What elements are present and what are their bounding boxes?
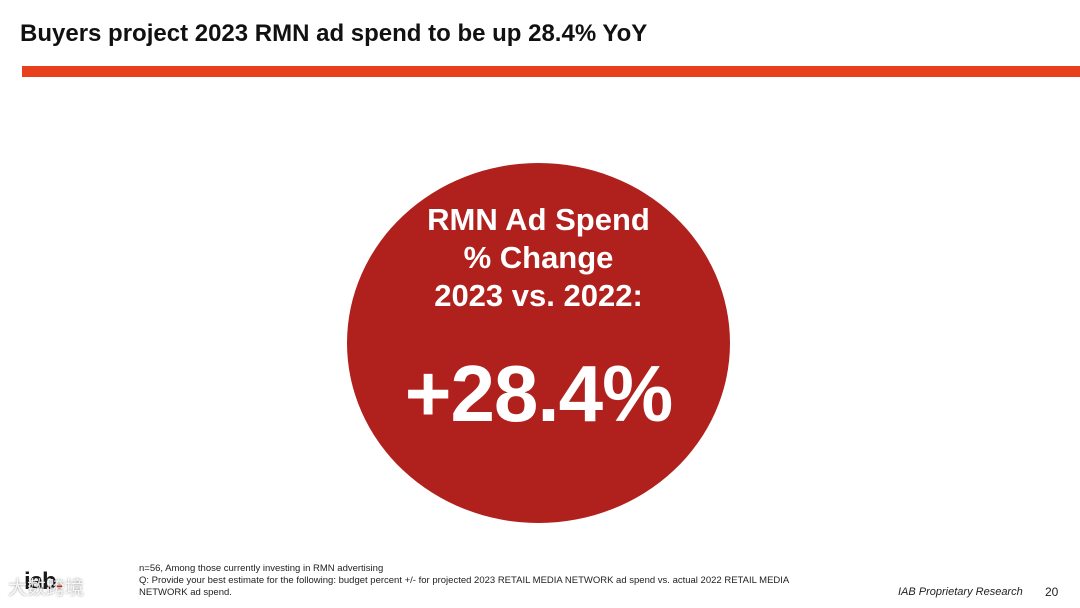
stat-callout-circle: RMN Ad Spend % Change 2023 vs. 2022: +28… [347, 163, 730, 523]
stat-callout-heading: RMN Ad Spend % Change 2023 vs. 2022: [347, 201, 730, 315]
stat-heading-line: % Change [463, 240, 614, 275]
page-number: 20 [1045, 585, 1059, 599]
footnote-line: NETWORK ad spend. [139, 587, 232, 598]
source-label: IAB Proprietary Research [898, 586, 1023, 598]
slide-title: Buyers project 2023 RMN ad spend to be u… [20, 20, 648, 47]
footnote-line: n=56, Among those currently investing in… [139, 563, 384, 574]
accent-bar [22, 66, 1080, 77]
watermark: 大数跨境 [8, 578, 85, 599]
iab-logo: iab [24, 568, 62, 596]
stat-callout-value: +28.4% [404, 349, 674, 438]
footnote: n=56, Among those currently investing in… [139, 563, 859, 599]
logo-dot-icon [56, 584, 62, 589]
iab-logo-text: iab [24, 568, 57, 595]
stat-heading-line: RMN Ad Spend [427, 202, 650, 237]
footnote-line: Q: Provide your best estimate for the fo… [139, 575, 790, 586]
stat-heading-line: 2023 vs. 2022: [434, 278, 643, 313]
